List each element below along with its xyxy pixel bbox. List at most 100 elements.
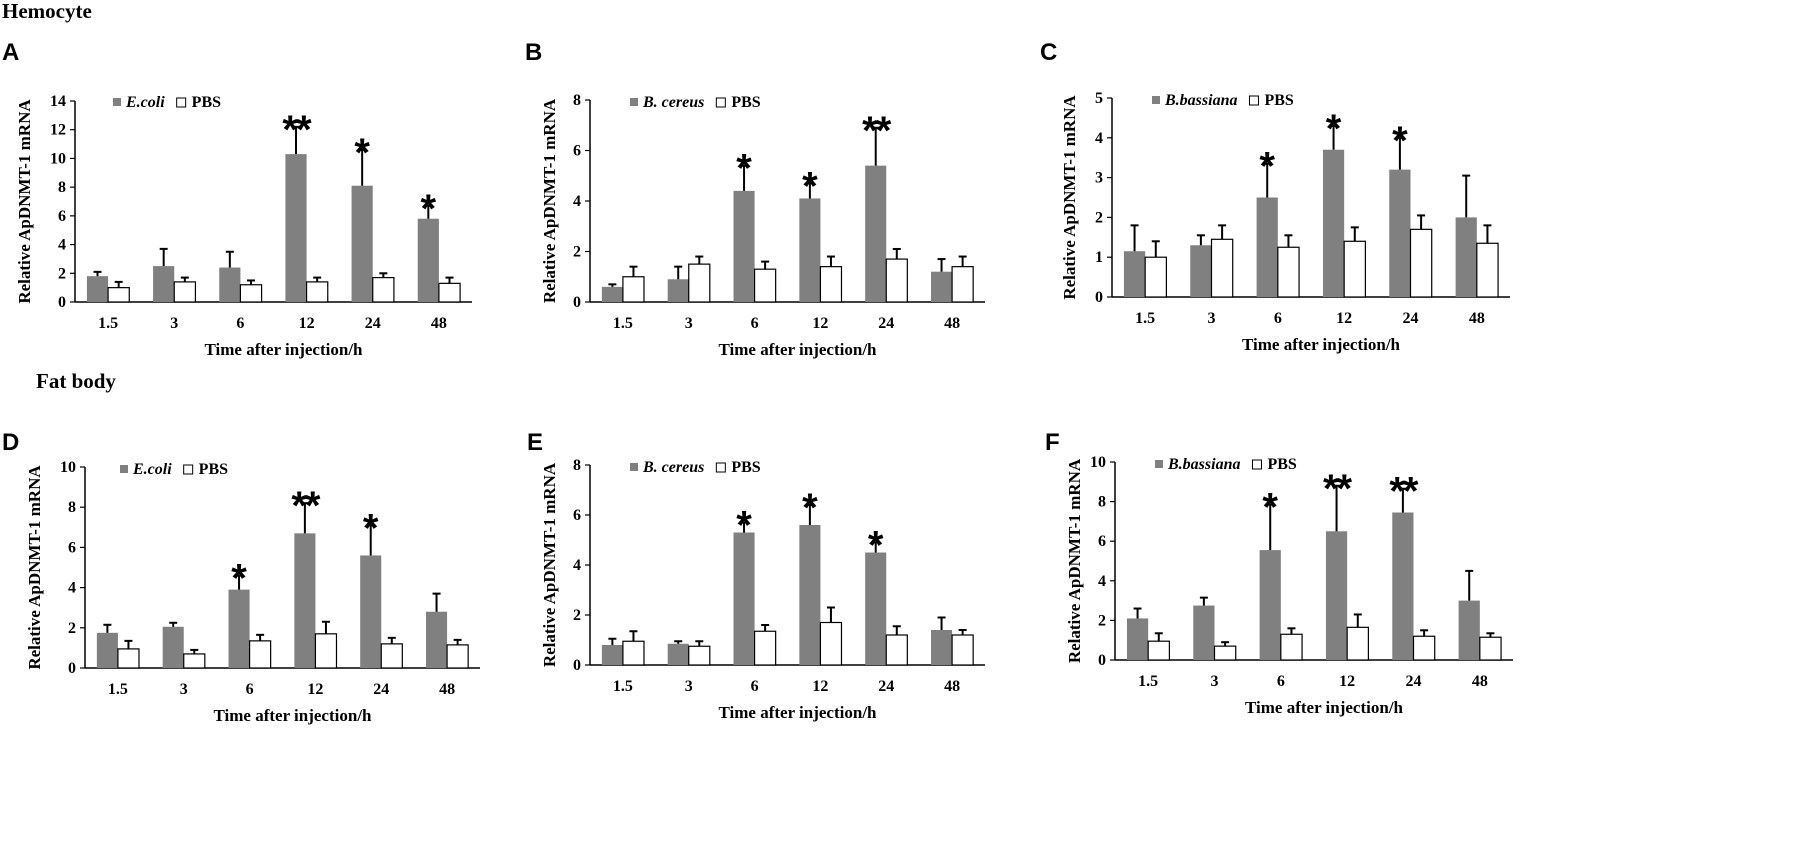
legend-label-pbs-b: PBS: [731, 94, 760, 111]
significance-e-4: *: [868, 524, 884, 568]
x-tick-label-e-3: 12: [812, 678, 828, 695]
legend-label-pbs-d: PBS: [199, 461, 228, 478]
y-tick-label-d-3: 6: [68, 539, 76, 556]
significance-f-2: *: [1262, 486, 1278, 530]
bar-e-s0-3: [799, 525, 821, 665]
y-tick-label-f-0: 0: [1098, 652, 1106, 669]
x-tick-label-a-2: 6: [236, 315, 244, 332]
bar-c-s0-0: [1123, 251, 1146, 297]
bar-a-s0-3: [285, 154, 307, 302]
bar-c-s0-3: [1322, 149, 1345, 297]
bar-d-s1-3: [314, 633, 338, 669]
x-tick-label-d-4: 24: [373, 681, 389, 698]
y-tick-label-d-1: 2: [68, 620, 76, 637]
y-tick-label-f-5: 10: [1090, 454, 1106, 471]
bar-a-s0-4: [351, 185, 373, 302]
y-tick-label-c-2: 2: [1095, 209, 1103, 226]
significance-b-4: **: [862, 109, 892, 153]
x-tick-label-a-1: 3: [170, 315, 178, 332]
x-axis-title-a: Time after injection/h: [204, 340, 363, 359]
y-tick-label-c-0: 0: [1095, 289, 1103, 306]
x-tick-label-a-5: 48: [431, 315, 447, 332]
x-tick-label-f-4: 24: [1406, 673, 1422, 690]
bar-e-s0-1: [667, 643, 689, 665]
bar-b-s1-3: [819, 266, 843, 303]
bar-f-s0-4: [1392, 512, 1414, 660]
y-tick-label-a-3: 6: [58, 208, 66, 225]
x-tick-label-e-1: 3: [685, 678, 693, 695]
x-tick-label-c-1: 3: [1208, 310, 1216, 327]
x-tick-label-b-0: 1.5: [613, 315, 633, 332]
legend-label-pbs-e: PBS: [731, 459, 760, 476]
bar-f-s1-4: [1412, 635, 1436, 661]
x-axis-title-f: Time after injection/h: [1245, 698, 1404, 717]
x-tick-label-b-2: 6: [751, 315, 759, 332]
significance-b-3: *: [802, 164, 818, 208]
significance-e-3: *: [802, 486, 818, 530]
bar-e-s1-0: [622, 640, 645, 666]
significance-d-3: **: [291, 484, 321, 528]
x-tick-label-e-5: 48: [944, 678, 960, 695]
significance-b-2: *: [736, 147, 752, 191]
bar-f-s0-0: [1126, 618, 1149, 660]
x-tick-label-b-1: 3: [685, 315, 693, 332]
y-tick-label-e-1: 2: [573, 607, 581, 624]
bar-a-s1-4: [372, 276, 395, 303]
y-tick-label-b-2: 4: [573, 193, 581, 210]
bar-d-s1-2: [248, 640, 272, 669]
bar-a-s1-3: [305, 281, 329, 303]
section-title-hemocyte: Hemocyte: [2, 0, 92, 23]
y-tick-label-f-1: 2: [1098, 612, 1106, 629]
x-tick-label-e-2: 6: [751, 678, 759, 695]
bar-e-s0-4: [865, 552, 887, 665]
x-tick-label-f-1: 3: [1211, 673, 1219, 690]
y-tick-label-f-4: 8: [1098, 494, 1106, 511]
bar-c-s1-2: [1277, 246, 1300, 298]
y-axis-title-a: Relative ApDNMT-1 mRNA: [15, 99, 34, 304]
significance-f-4: **: [1389, 470, 1419, 514]
bar-e-s0-0: [601, 645, 623, 665]
x-tick-label-c-5: 48: [1469, 310, 1485, 327]
bar-c-s0-5: [1455, 217, 1477, 297]
bar-a-s0-0: [86, 276, 109, 302]
x-axis-title-b: Time after injection/h: [718, 340, 877, 359]
x-tick-label-f-3: 12: [1339, 673, 1355, 690]
x-tick-label-e-0: 1.5: [613, 678, 633, 695]
bar-e-s1-5: [951, 634, 974, 666]
bar-a-s0-2: [219, 267, 241, 302]
legend-swatch-pbs-b: [715, 97, 726, 108]
significance-a-4: *: [354, 131, 370, 175]
y-tick-label-b-4: 8: [573, 92, 581, 109]
bar-f-s0-1: [1193, 605, 1215, 660]
y-axis-title-d: Relative ApDNMT-1 mRNA: [25, 465, 44, 670]
y-tick-label-c-1: 1: [1095, 249, 1103, 266]
bar-d-s1-4: [380, 643, 403, 669]
bar-f-s1-1: [1213, 645, 1237, 661]
y-tick-label-f-3: 6: [1098, 533, 1106, 550]
x-tick-label-a-0: 1.5: [98, 315, 118, 332]
y-tick-label-a-6: 12: [50, 122, 66, 139]
x-tick-label-d-1: 3: [180, 681, 188, 698]
y-tick-label-a-4: 8: [58, 179, 66, 196]
bar-d-s0-0: [96, 632, 118, 668]
bar-d-s0-3: [294, 533, 316, 668]
y-tick-label-a-7: 14: [50, 93, 66, 110]
y-tick-label-c-5: 5: [1095, 90, 1103, 107]
legend-label-treated-b: B. cereus: [642, 94, 704, 111]
bar-c-s1-4: [1409, 228, 1433, 298]
y-tick-label-a-0: 0: [58, 294, 66, 311]
x-tick-label-f-5: 48: [1472, 673, 1488, 690]
bar-f-s1-5: [1479, 636, 1502, 661]
y-tick-label-f-2: 4: [1098, 573, 1106, 590]
bar-e-s1-3: [819, 621, 843, 666]
bar-d-s0-4: [360, 555, 382, 668]
x-tick-label-c-4: 24: [1403, 310, 1419, 327]
legend-label-pbs-a: PBS: [192, 94, 221, 111]
bar-a-s0-5: [417, 218, 439, 302]
legend-swatch-pbs-d: [183, 464, 194, 475]
bar-b-s0-5: [931, 271, 953, 302]
